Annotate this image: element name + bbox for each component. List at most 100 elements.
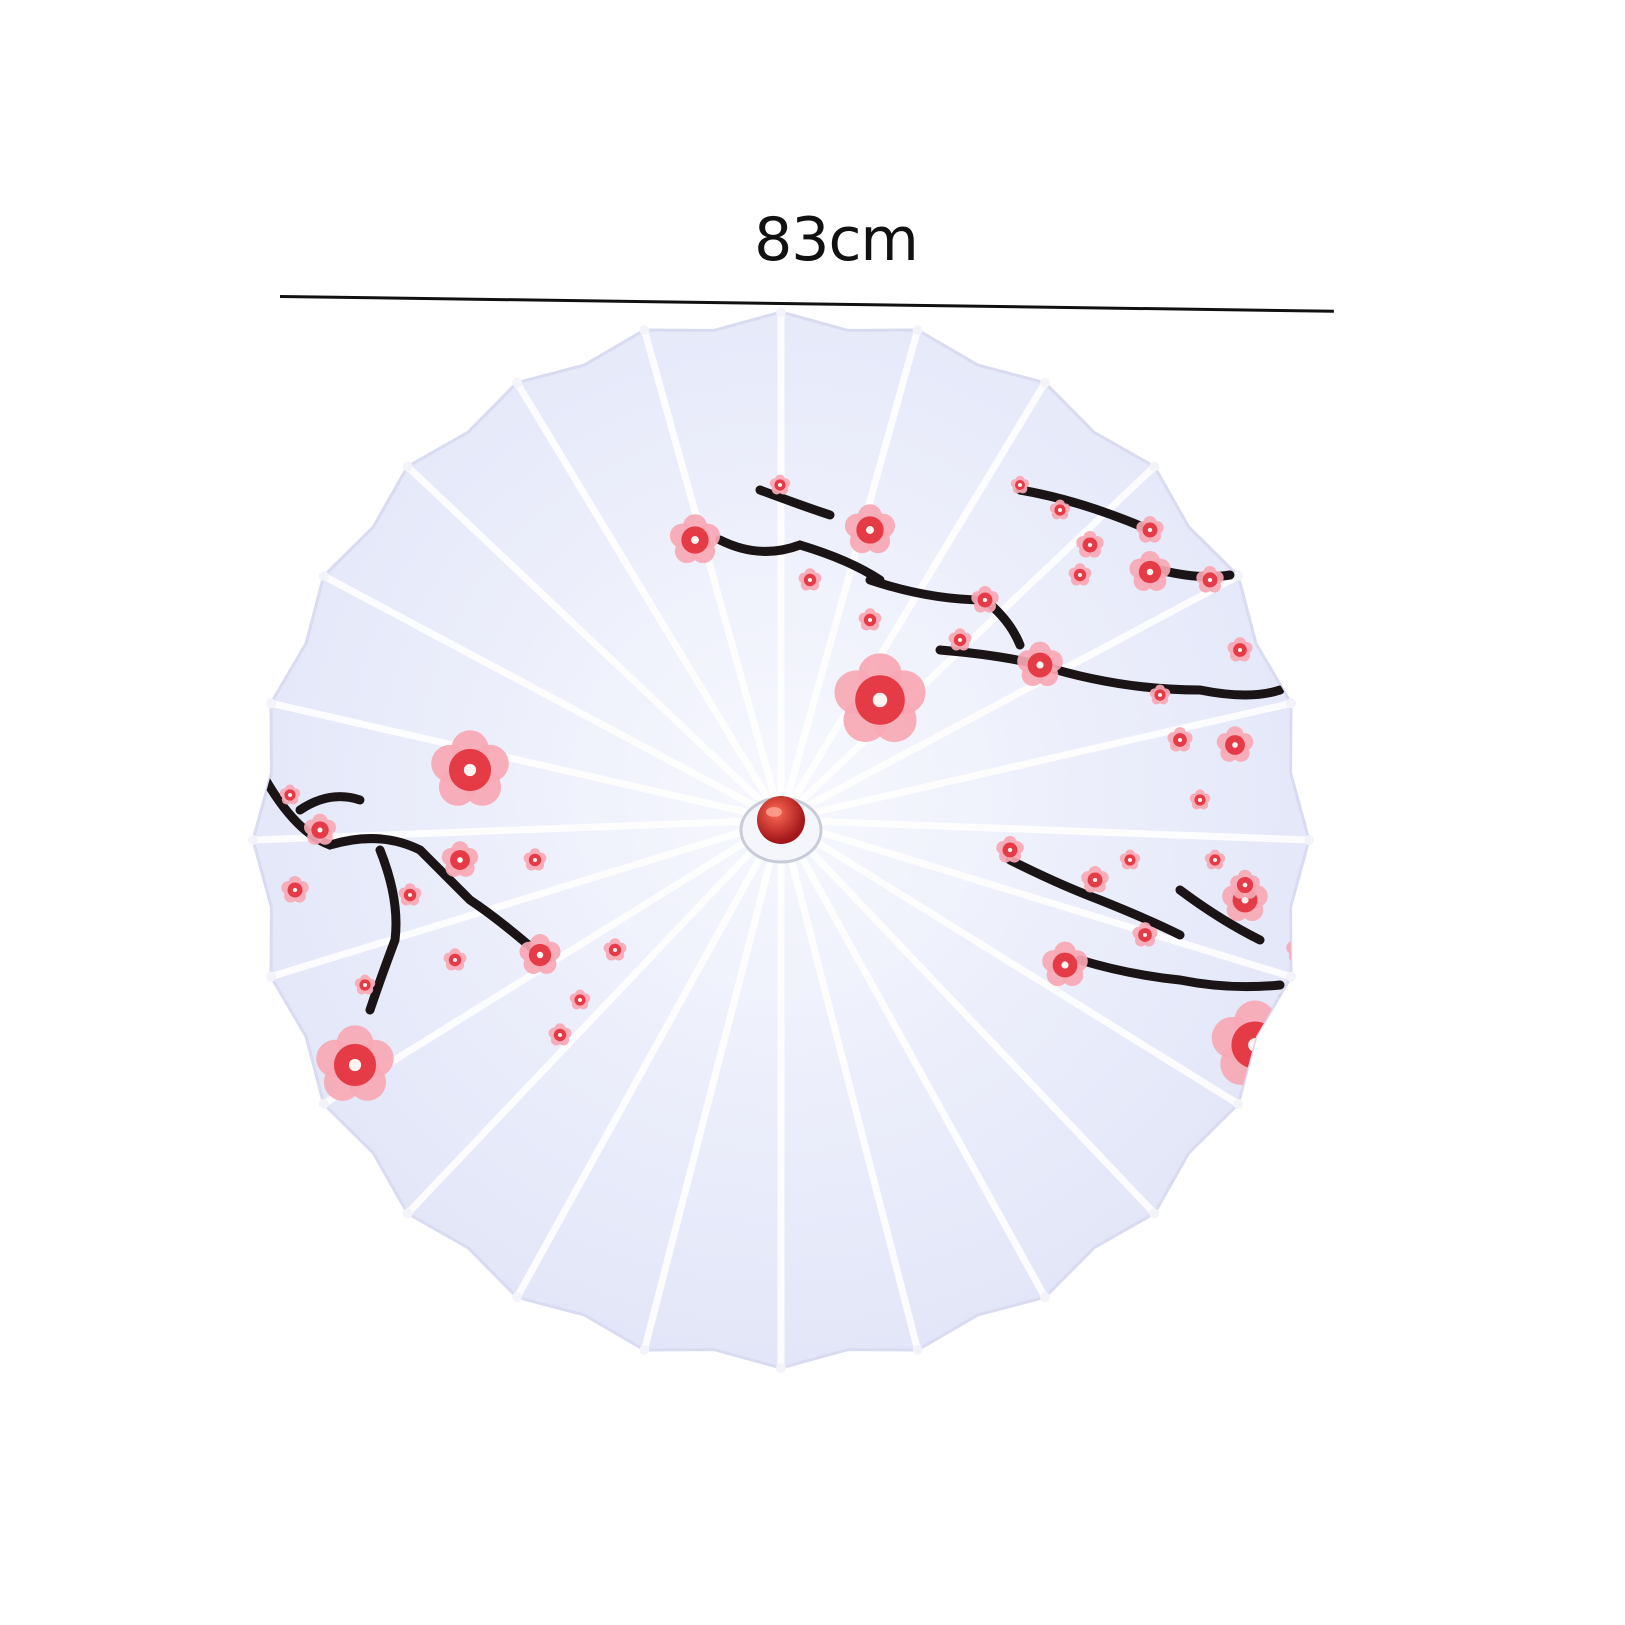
- plum-blossom-icon: [548, 1023, 572, 1046]
- rib-tip: [1149, 461, 1160, 472]
- umbrella-ribs: [248, 307, 1314, 1373]
- plum-blossom-icon: [1230, 869, 1260, 899]
- rib-tip: [512, 1292, 522, 1303]
- plum-blossom-icon: [431, 730, 509, 806]
- plum-blossom-icon: [569, 989, 591, 1010]
- umbrella-rib: [270, 699, 782, 824]
- rib-tip: [318, 1099, 329, 1109]
- umbrella-rib: [640, 329, 785, 821]
- plum-blossom-icon: [1049, 499, 1071, 520]
- plum-blossom-icon: [519, 933, 561, 974]
- branch: [295, 792, 365, 815]
- rib-tip: [639, 1345, 650, 1356]
- umbrella-rib: [513, 818, 785, 1299]
- rib-tip: [1040, 377, 1050, 388]
- plum-blossom-icon: [1136, 515, 1164, 543]
- plum-blossom-icon: [1017, 641, 1063, 687]
- red-knob-icon: [739, 796, 823, 864]
- branch: [365, 845, 401, 1015]
- umbrella-rib: [778, 817, 1157, 1216]
- umbrella-rib: [777, 329, 922, 821]
- umbrella-rib: [779, 572, 1240, 824]
- plum-blossom-icon: [1076, 530, 1104, 558]
- plum-blossom-icon: [769, 474, 791, 495]
- rib-tip: [1233, 571, 1244, 581]
- rib-tip: [912, 324, 923, 335]
- plum-blossom-icon: [304, 813, 336, 845]
- branch: [1005, 855, 1185, 940]
- plum-blossom-icon: [1081, 865, 1109, 893]
- umbrella-rib: [777, 819, 922, 1351]
- plum-blossom-icon: [398, 883, 422, 906]
- blossom-branches: [253, 485, 1285, 1015]
- umbrella-rib: [777, 818, 1049, 1299]
- plum-blossom-icon: [1167, 727, 1193, 752]
- plum-blossom-icon: [293, 1088, 317, 1111]
- plum-blossom-icon: [1289, 629, 1309, 650]
- plum-blossom-icon: [834, 653, 926, 743]
- branch: [935, 645, 1285, 700]
- rib-tip: [1149, 1208, 1160, 1219]
- umbrella-rib: [779, 817, 1241, 1107]
- plum-blossom-icon: [316, 1025, 394, 1101]
- umbrella-rib: [405, 464, 784, 823]
- plum-blossom-icon: [1129, 550, 1171, 591]
- umbrella-rib: [778, 380, 1048, 822]
- plum-blossom-icon: [1149, 684, 1171, 705]
- plum-blossom-icon: [281, 875, 309, 903]
- rib-tip: [776, 307, 786, 317]
- branch: [253, 755, 545, 960]
- plum-blossom-icon: [443, 948, 467, 971]
- rib-tip: [776, 1363, 786, 1373]
- plum-blossom-icon: [971, 585, 999, 613]
- plum-blossom-icon: [669, 514, 721, 564]
- umbrella-rib: [779, 816, 1293, 981]
- rib-tip: [402, 1208, 413, 1219]
- rib-tip: [318, 571, 329, 581]
- plum-blossom-icon: [1216, 726, 1254, 762]
- rib-tip: [639, 324, 650, 335]
- plum-blossom-icon: [1132, 922, 1158, 947]
- plum-blossom-icon: [1119, 849, 1141, 870]
- rib-tip: [912, 1345, 923, 1356]
- umbrella-rib: [514, 380, 784, 822]
- rib-tip: [265, 971, 276, 982]
- rib-tip: [1040, 1292, 1050, 1303]
- umbrella-rib: [780, 816, 1310, 844]
- plum-blossom-icon: [1042, 941, 1088, 987]
- plum-blossom-icon: [1010, 475, 1030, 494]
- plum-blossom-icon: [948, 628, 972, 651]
- plum-blossom-icon: [441, 841, 479, 877]
- plum-blossom-icon: [603, 938, 627, 961]
- branch: [1175, 885, 1265, 945]
- branch: [715, 535, 885, 585]
- plum-blossom-icon: [1227, 637, 1253, 662]
- plum-blossom-icon: [1189, 789, 1211, 810]
- umbrella-rib: [322, 572, 783, 824]
- plum-blossom-icon: [1068, 563, 1092, 586]
- umbrella-rib: [405, 817, 784, 1216]
- rib-tip: [1286, 698, 1297, 709]
- branch: [1075, 955, 1285, 992]
- rib-tip: [248, 835, 258, 845]
- plum-blossom-icon: [354, 974, 376, 995]
- rib-tip: [1286, 971, 1297, 982]
- plum-blossom-icon: [844, 504, 896, 554]
- umbrella-rib: [252, 816, 782, 844]
- dimension-label: 83cm: [754, 205, 919, 275]
- plum-blossom-icon: [798, 568, 822, 591]
- rib-tip: [512, 377, 522, 388]
- rib-tip: [1304, 835, 1314, 845]
- rib-tip: [265, 698, 276, 709]
- umbrella-rib: [640, 819, 785, 1351]
- plum-blossom-icon: [996, 835, 1024, 863]
- umbrella-rib: [269, 816, 783, 981]
- plum-blossom-icon: [523, 848, 547, 871]
- umbrella-rib: [780, 699, 1292, 824]
- branch: [755, 485, 835, 520]
- branch: [1015, 485, 1155, 535]
- rib-tip: [402, 461, 413, 472]
- plum-blossom-icon: [279, 784, 301, 805]
- plum-blossom-icon: [1204, 849, 1226, 870]
